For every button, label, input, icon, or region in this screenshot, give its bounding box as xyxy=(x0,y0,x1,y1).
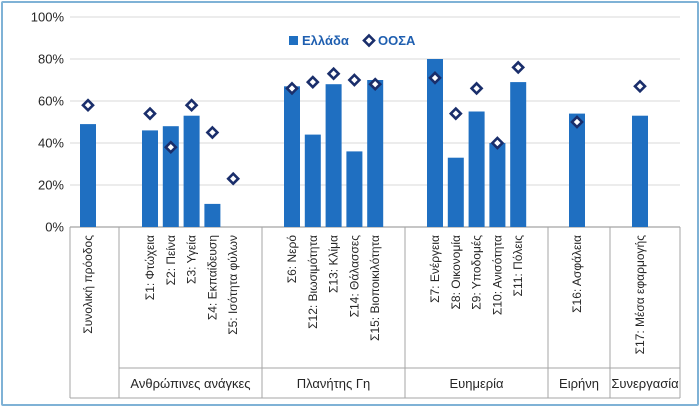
marker-oecd xyxy=(163,140,178,155)
legend-swatch-oecd xyxy=(362,33,376,48)
bar-greece xyxy=(204,203,221,227)
marker-oecd xyxy=(305,75,320,89)
category-label: Σ5: Ισότητα φύλων xyxy=(226,235,240,335)
bar-greece xyxy=(325,84,342,227)
category-label: Σ10: Ανισότητα xyxy=(490,235,504,315)
bar-greece xyxy=(162,126,179,227)
legend-label-greece: Ελλάδα xyxy=(302,33,349,48)
marker-oecd xyxy=(184,98,199,113)
bar-greece xyxy=(367,80,384,227)
category-label: Σ9: Υποδομές xyxy=(470,235,484,310)
bar-greece xyxy=(183,115,200,227)
bar-greece xyxy=(468,111,485,227)
marker-oecd xyxy=(511,60,526,75)
group-label: Πλανήτης Γη xyxy=(297,376,371,391)
bar-greece xyxy=(632,115,648,227)
marker-oecd xyxy=(448,106,463,121)
y-axis-ticks: 0% 20% 40% 60% 80% 100% xyxy=(31,10,65,235)
marker-oecd xyxy=(490,136,505,150)
category-label: Σ16: Ασφάλεια xyxy=(570,235,584,313)
category-label: Σ6: Νερό xyxy=(285,235,299,284)
category-label: Σ13: Κλίμα xyxy=(327,235,341,293)
group-label: Συνεργασία xyxy=(611,376,679,391)
marker-oecd xyxy=(285,81,299,96)
bar-greece xyxy=(447,157,464,227)
category-label: Σ1: Φτώχεια xyxy=(143,235,157,300)
y-tick-label: 100% xyxy=(31,10,65,25)
marker-oecd xyxy=(226,171,241,186)
group-label: Ανθρώπινες ανάγκες xyxy=(130,376,250,391)
category-label: Σ2: Πείνα xyxy=(164,235,178,285)
category-label: Σ11: Πόλεις xyxy=(511,235,525,297)
bar-greece xyxy=(427,59,443,227)
bar-greece xyxy=(510,82,527,227)
markers-layer xyxy=(81,60,647,186)
category-label: Σ15: Βιοποικιλότητα xyxy=(368,235,382,341)
bars-layer xyxy=(80,59,648,227)
y-tick-label: 40% xyxy=(38,136,64,151)
marker-oecd xyxy=(469,81,484,96)
category-label: Σ3: Υγεία xyxy=(185,235,199,284)
category-label: Σ8: Οικονομία xyxy=(449,235,463,310)
bar-greece xyxy=(569,113,585,227)
legend: Ελλάδα ΟΟΣΑ xyxy=(289,33,416,48)
category-label: Σ7: Ενέργεια xyxy=(428,235,442,303)
bar-greece xyxy=(284,86,300,227)
category-label: Σ17: Μέσα εφαρμογής xyxy=(633,235,647,355)
legend-label-oecd: ΟΟΣΑ xyxy=(378,33,416,48)
bar-greece xyxy=(346,151,363,227)
marker-oecd xyxy=(347,73,362,87)
category-label: Συνολική πρόοδος xyxy=(81,235,95,334)
marker-oecd xyxy=(633,79,647,94)
x-axis-labels: Συνολική πρόοδος Σ1: Φτώχεια Σ2: Πείνα Σ3: … xyxy=(81,235,647,355)
marker-oecd xyxy=(570,115,584,129)
y-tick-label: 80% xyxy=(38,52,64,67)
group-label: Ευημερία xyxy=(449,376,504,391)
bar-greece xyxy=(489,143,506,227)
bar-greece xyxy=(142,130,158,227)
y-tick-label: 0% xyxy=(45,220,64,235)
y-tick-label: 20% xyxy=(38,178,64,193)
category-label: Σ4: Εκπαίδευση xyxy=(205,235,219,320)
group-label: Ειρήνη xyxy=(559,376,599,391)
marker-oecd xyxy=(81,98,95,113)
marker-oecd xyxy=(205,125,220,140)
category-label: Σ14: Θάλασσες xyxy=(347,235,361,318)
marker-oecd xyxy=(143,106,157,121)
marker-oecd xyxy=(326,66,341,81)
marker-oecd xyxy=(368,77,383,92)
legend-swatch-greece xyxy=(289,36,298,45)
bar-greece xyxy=(304,134,321,227)
group-separators: Ανθρώπινες ανάγκες Πλανήτης Γη Ευημερία Ειρ… xyxy=(69,227,681,399)
bar-greece xyxy=(80,124,96,227)
category-label: Σ12: Βιωσιμότητα xyxy=(306,235,320,329)
marker-oecd xyxy=(428,71,442,85)
y-tick-label: 60% xyxy=(38,94,64,109)
